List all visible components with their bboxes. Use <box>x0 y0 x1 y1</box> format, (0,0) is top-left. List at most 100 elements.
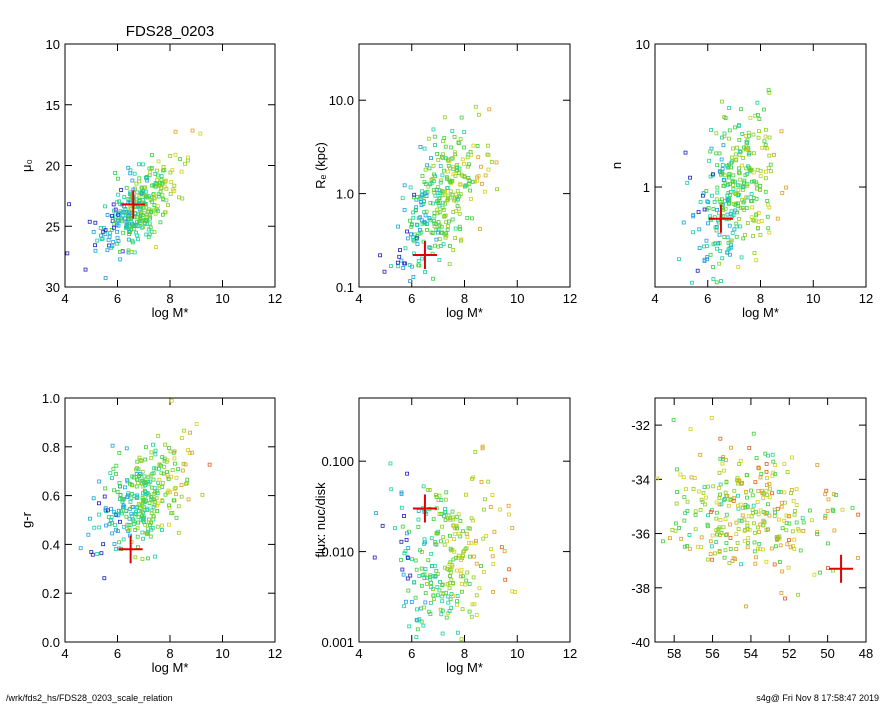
data-point <box>723 517 728 522</box>
data-point <box>752 549 757 554</box>
data-point <box>507 567 511 572</box>
data-point <box>143 217 148 222</box>
data-point <box>754 182 759 187</box>
data-point <box>414 567 419 572</box>
data-point <box>751 170 756 175</box>
data-point <box>459 581 464 586</box>
data-point <box>473 104 478 109</box>
data-point <box>767 90 772 95</box>
data-point <box>460 589 464 594</box>
data-point <box>435 152 439 156</box>
data-point <box>161 165 166 169</box>
data-point <box>801 529 806 533</box>
data-point <box>141 536 145 541</box>
data-point <box>415 222 419 227</box>
data-point <box>826 541 830 546</box>
data-point <box>719 530 724 535</box>
data-point <box>67 202 72 207</box>
data-point <box>374 511 378 516</box>
x-tick-label: 10 <box>215 646 229 661</box>
data-point <box>453 150 457 155</box>
y-tick-label: 1 <box>643 180 650 195</box>
data-point <box>139 191 144 196</box>
data-point <box>761 523 766 528</box>
y-tick-label: 10.0 <box>329 93 354 108</box>
data-point <box>460 556 464 560</box>
data-point <box>446 193 451 198</box>
y-tick-label: 0.0 <box>42 635 60 650</box>
data-point <box>382 269 387 274</box>
data-point <box>416 517 421 522</box>
data-point <box>723 116 728 120</box>
data-point <box>122 485 127 490</box>
data-point <box>763 134 768 139</box>
data-point <box>110 531 115 536</box>
data-point <box>681 220 686 225</box>
data-point <box>156 433 161 438</box>
data-point <box>184 481 188 486</box>
data-point <box>142 474 147 479</box>
data-point <box>173 152 178 157</box>
data-point <box>465 215 470 220</box>
data-point <box>772 514 777 518</box>
data-point <box>437 258 442 262</box>
data-point <box>445 186 450 190</box>
data-point <box>723 497 727 501</box>
data-point <box>117 211 122 216</box>
data-point <box>432 214 437 219</box>
data-point <box>757 466 762 471</box>
data-point <box>389 264 393 268</box>
data-point <box>784 185 789 190</box>
data-point <box>444 175 449 180</box>
data-point <box>438 180 443 185</box>
data-point <box>190 128 195 133</box>
data-point <box>150 199 154 204</box>
data-point <box>116 219 121 223</box>
data-point <box>168 511 173 516</box>
data-point <box>83 267 88 272</box>
data-point <box>421 623 426 628</box>
data-point <box>754 456 759 460</box>
data-point <box>708 252 713 257</box>
data-point <box>127 232 131 236</box>
x-tick-label: 52 <box>782 646 796 661</box>
data-point <box>831 492 836 497</box>
data-point <box>117 451 122 455</box>
y-tick-label: 0.6 <box>42 489 60 504</box>
data-point <box>716 241 721 246</box>
data-point <box>758 547 762 551</box>
data-point <box>190 450 195 455</box>
data-point <box>447 159 452 163</box>
data-point <box>711 277 716 281</box>
data-point <box>701 193 705 198</box>
data-point <box>487 107 492 112</box>
data-point <box>440 599 445 604</box>
data-point <box>181 461 186 466</box>
data-point <box>446 594 451 599</box>
data-point <box>738 177 743 182</box>
data-point <box>134 509 138 514</box>
data-point <box>130 514 135 519</box>
data-point <box>402 604 407 609</box>
data-point <box>766 88 771 93</box>
scatter-points <box>655 416 861 609</box>
data-point <box>743 528 747 532</box>
data-point <box>772 152 776 157</box>
data-point <box>97 512 101 517</box>
data-point <box>139 459 144 463</box>
data-point <box>767 205 772 210</box>
data-point <box>755 500 760 504</box>
x-tick-label: 8 <box>461 646 468 661</box>
data-point <box>763 143 768 148</box>
data-point <box>124 526 129 531</box>
data-point <box>421 220 426 225</box>
data-point <box>706 221 710 226</box>
data-point <box>801 520 806 525</box>
data-point <box>127 516 132 521</box>
data-point <box>168 490 172 495</box>
data-point <box>413 558 418 563</box>
data-point <box>436 191 441 195</box>
data-point <box>758 174 763 178</box>
data-point <box>117 497 122 502</box>
data-point <box>431 276 436 281</box>
